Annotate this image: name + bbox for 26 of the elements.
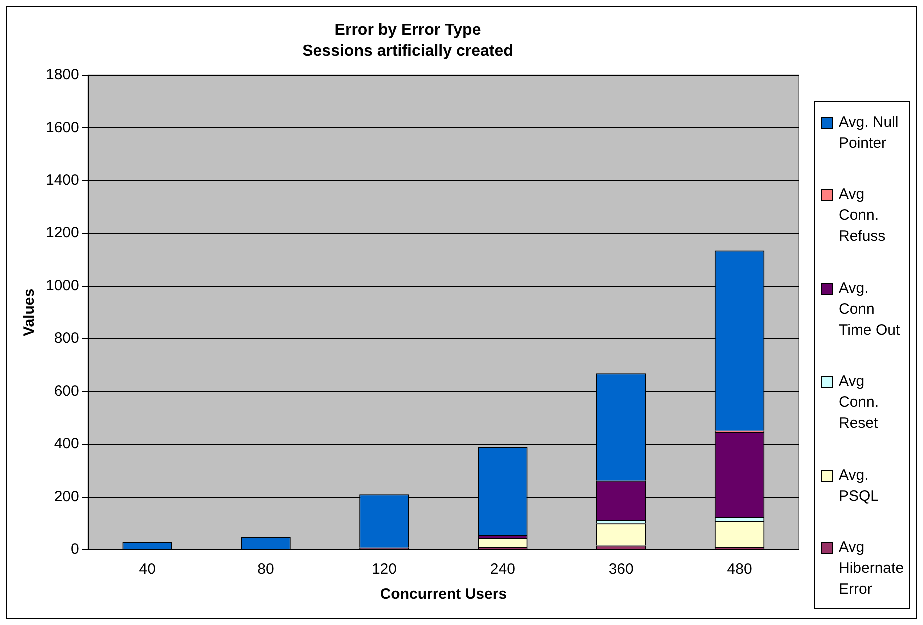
y-axis-title: Values bbox=[21, 288, 38, 336]
y-tick-label: 1800 bbox=[46, 66, 80, 84]
chart-title: Error by Error Type bbox=[334, 22, 482, 40]
chart-subtitle: Sessions artificially created bbox=[302, 43, 514, 60]
x-tick-label: 40 bbox=[139, 561, 156, 578]
y-tick-label: 1200 bbox=[46, 224, 80, 242]
legend-label: Avg Conn. Refuss bbox=[839, 185, 887, 248]
y-tick-label: 400 bbox=[54, 436, 80, 453]
y-tick-label: 600 bbox=[54, 382, 80, 400]
x-axis-title: Concurrent Users bbox=[380, 586, 508, 604]
x-tick-label: 360 bbox=[608, 561, 634, 578]
legend-label: Avg. Conn Time Out bbox=[839, 278, 902, 341]
y-tick-label: 1000 bbox=[46, 277, 80, 294]
y-tick-label: 200 bbox=[54, 488, 80, 506]
y-tick-label: 0 bbox=[71, 541, 80, 558]
legend-label: Avg. PSQL bbox=[839, 466, 880, 507]
legend-label: Avg Conn. Reset bbox=[839, 372, 880, 434]
y-tick-label: 1600 bbox=[46, 119, 80, 136]
x-tick-label: 120 bbox=[372, 561, 397, 578]
x-tick-label: 80 bbox=[258, 561, 274, 578]
y-tick-label: 1400 bbox=[46, 172, 80, 190]
legend-label: Avg. Null Pointer bbox=[839, 113, 900, 154]
y-tick-label: 800 bbox=[54, 330, 80, 348]
legend-label: Avg Hibernate Error bbox=[839, 538, 905, 600]
x-tick-label: 480 bbox=[727, 561, 752, 578]
x-tick-label: 240 bbox=[490, 561, 516, 578]
